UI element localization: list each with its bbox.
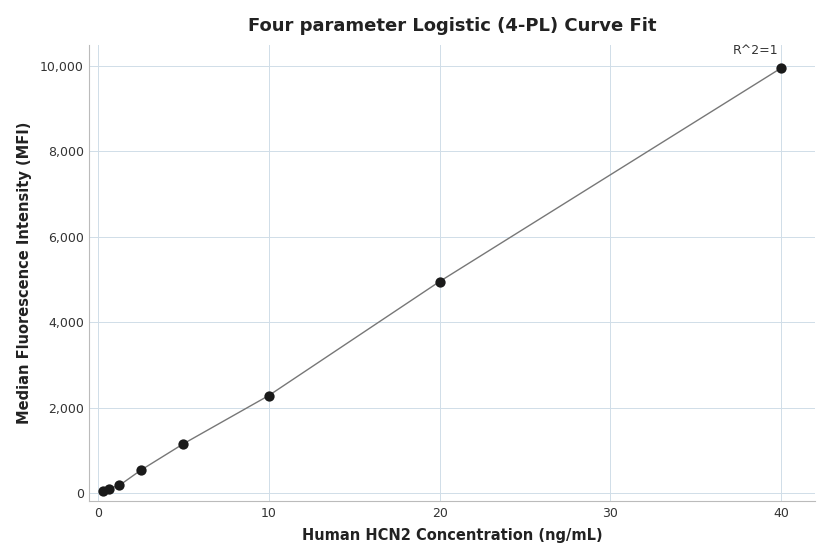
Point — [262, 391, 275, 400]
Y-axis label: Median Fluorescence Intensity (MFI): Median Fluorescence Intensity (MFI) — [17, 122, 32, 424]
Point — [97, 486, 110, 495]
Point — [176, 439, 190, 448]
Point — [102, 484, 116, 493]
X-axis label: Human HCN2 Concentration (ng/mL): Human HCN2 Concentration (ng/mL) — [302, 528, 602, 543]
Point — [433, 277, 446, 286]
Point — [134, 466, 147, 475]
Point — [112, 481, 126, 490]
Text: R^2=1: R^2=1 — [733, 44, 779, 57]
Title: Four parameter Logistic (4-PL) Curve Fit: Four parameter Logistic (4-PL) Curve Fit — [248, 17, 656, 35]
Point — [775, 64, 788, 73]
